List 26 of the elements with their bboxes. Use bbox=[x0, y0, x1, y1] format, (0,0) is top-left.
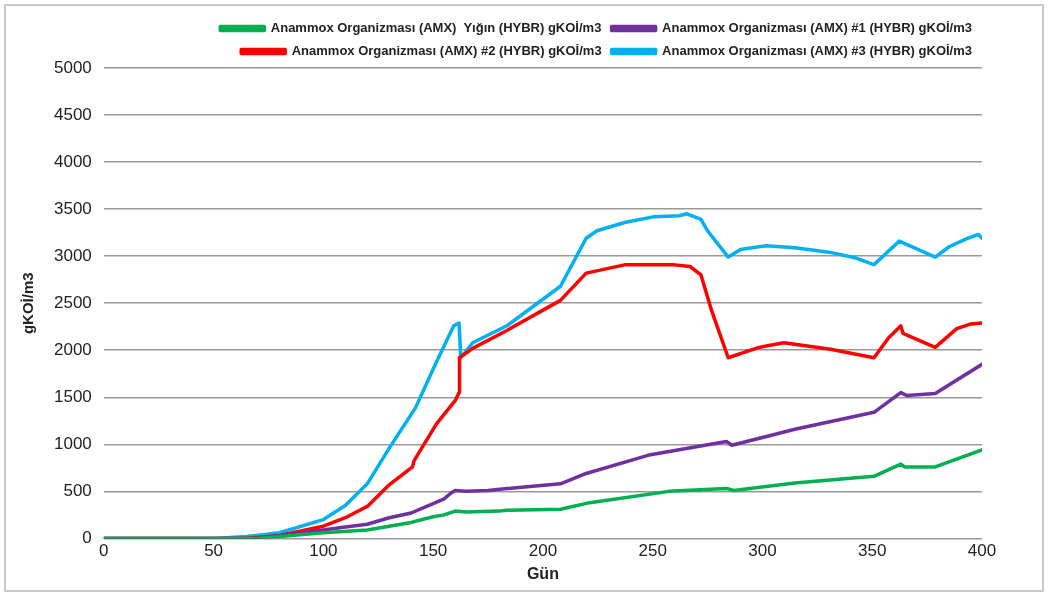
x-tick-label: 250 bbox=[638, 541, 667, 561]
y-tick-label: 2000 bbox=[53, 339, 92, 359]
x-tick-label: 50 bbox=[204, 541, 224, 561]
y-tick-label: 5000 bbox=[53, 57, 92, 77]
legend-label: Anammox Organizması (AMX) #3 (HYBR) gKOİ/m3 bbox=[662, 43, 972, 59]
x-tick-label: 0 bbox=[99, 541, 109, 561]
x-tick-label: 200 bbox=[528, 541, 558, 561]
y-tick-label: 4500 bbox=[53, 104, 92, 124]
y-tick-label: 3500 bbox=[53, 198, 92, 218]
y-tick-label: 0 bbox=[82, 528, 92, 548]
legend-label: Anammox Organizması (AMX) Yığın (HYBR) gKOİ/m3 bbox=[270, 20, 602, 36]
legend-label: Anammox Organizması (AMX) #1 (HYBR) gKOİ/m3 bbox=[662, 20, 972, 36]
x-tick-label: 350 bbox=[858, 541, 887, 561]
legend-label: Anammox Organizması (AMX) #2 (HYBR) gKOİ/m3 bbox=[291, 43, 602, 59]
y-tick-label: 3000 bbox=[53, 245, 92, 265]
y-tick-label: 2500 bbox=[53, 292, 92, 312]
y-tick-label: 4000 bbox=[53, 151, 92, 171]
y-tick-label: 1500 bbox=[53, 386, 92, 406]
y-axis-title: gKOİ/m3 bbox=[19, 272, 37, 335]
x-tick-label: 300 bbox=[748, 541, 777, 561]
x-axis-title: Gün bbox=[526, 564, 559, 582]
x-tick-label: 100 bbox=[309, 541, 338, 561]
x-tick-label: 150 bbox=[418, 541, 448, 561]
y-tick-label: 1000 bbox=[53, 434, 92, 454]
y-tick-label: 500 bbox=[63, 481, 92, 501]
x-tick-label: 400 bbox=[967, 541, 997, 561]
